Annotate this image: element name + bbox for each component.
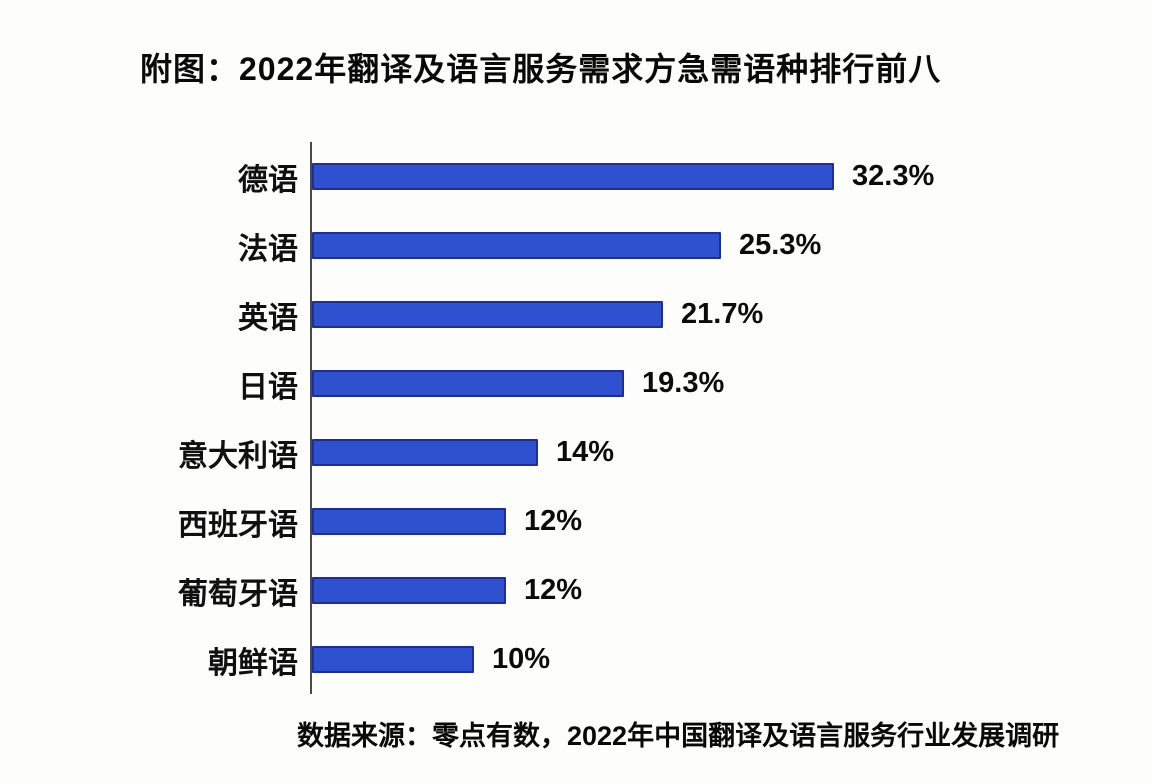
bar-row: 法语 25.3% (238, 211, 1130, 280)
bar-row: 朝鲜语 10% (208, 625, 1130, 694)
category-label: 法语 (238, 232, 298, 266)
category-label: 朝鲜语 (208, 646, 298, 680)
bar-row: 葡萄牙语 12% (178, 556, 1130, 625)
bar-rows: 德语 32.3% 法语 25.3% 英语 21.7% 日语 19.3% 意大利语… (178, 142, 1130, 694)
bar (312, 232, 721, 259)
bar-row: 意大利语 14% (178, 418, 1130, 487)
category-label: 日语 (238, 370, 298, 404)
bar (312, 646, 474, 673)
chart-title: 附图：2022年翻译及语言服务需求方急需语种排行前八 (140, 51, 942, 87)
category-label: 德语 (238, 163, 298, 197)
value-label: 12% (524, 505, 583, 537)
category-label: 西班牙语 (178, 508, 298, 542)
value-label: 21.7% (681, 298, 764, 330)
value-label: 14% (556, 436, 615, 468)
bar-row: 英语 21.7% (238, 280, 1130, 349)
bar-row: 西班牙语 12% (178, 487, 1130, 556)
category-label: 意大利语 (178, 439, 298, 473)
value-label: 19.3% (642, 367, 725, 399)
bar-row: 德语 32.3% (238, 142, 1130, 211)
bar (312, 163, 834, 190)
bar-chart: 德语 32.3% 法语 25.3% 英语 21.7% 日语 19.3% 意大利语… (140, 142, 1130, 694)
value-label: 25.3% (739, 229, 822, 261)
bar (312, 301, 663, 328)
category-label: 英语 (238, 301, 298, 335)
bar (312, 370, 624, 397)
category-label: 葡萄牙语 (178, 577, 298, 611)
value-label: 32.3% (852, 160, 935, 192)
bar-row: 日语 19.3% (238, 349, 1130, 418)
bar (312, 577, 506, 604)
value-label: 12% (524, 574, 583, 606)
value-label: 10% (492, 643, 551, 675)
data-source: 数据来源：零点有数，2022年中国翻译及语言服务行业发展调研 (297, 721, 1060, 751)
bar (312, 439, 538, 466)
bar (312, 508, 506, 535)
